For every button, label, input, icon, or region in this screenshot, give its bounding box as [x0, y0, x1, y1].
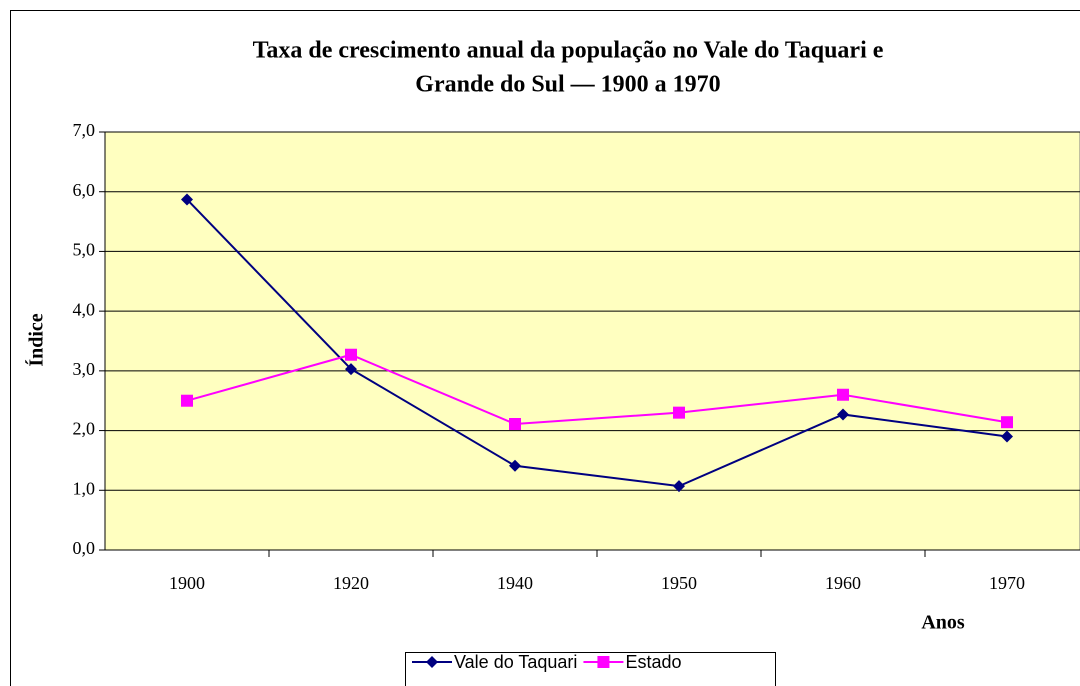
y-tick-label: 6,0	[73, 180, 96, 200]
y-tick-label: 1,0	[73, 478, 96, 498]
legend-label: Vale do Taquari	[454, 652, 577, 672]
y-tick-label: 4,0	[73, 299, 96, 319]
plot-area: 0,0 1,0 2,0 3,0 4,0 5,0 6,0 7,0 1900 1920 1940 1950…	[73, 120, 1080, 593]
x-tick-label: 1900	[169, 573, 205, 593]
chart-title: Taxa de crescimento anual da população n…	[253, 38, 884, 64]
marker	[345, 363, 357, 376]
x-tick-label: 1960	[825, 573, 861, 593]
x-axis-title: Anos	[921, 612, 965, 634]
marker	[181, 193, 193, 206]
marker	[345, 348, 357, 361]
series-line	[186, 353, 1008, 426]
x-tick-label: 1940	[497, 573, 533, 593]
marker	[837, 408, 849, 421]
y-tick-label: 3,0	[73, 359, 96, 379]
marker	[509, 418, 521, 431]
y-tick-label: 0,0	[73, 538, 96, 558]
x-tick-label: 1970	[989, 573, 1025, 593]
marker	[837, 388, 849, 401]
marker	[597, 656, 610, 668]
y-tick-label: 2,0	[73, 419, 96, 439]
chart-title: Grande do Sul — 1900 a 1970	[415, 72, 720, 98]
y-tick-label: 7,0	[73, 120, 96, 140]
plot-background	[104, 131, 1080, 551]
x-tick-label: 1950	[661, 573, 697, 593]
legend-label: Estado	[625, 652, 681, 672]
marker	[673, 480, 685, 493]
marker	[1001, 416, 1013, 429]
legend-box	[405, 652, 776, 686]
y-tick-label: 5,0	[73, 240, 96, 260]
marker	[426, 656, 438, 668]
series-line	[186, 198, 1008, 488]
legend: Vale do Taquari Estado	[405, 652, 776, 686]
marker	[673, 406, 685, 419]
marker	[181, 394, 193, 407]
x-tick-label: 1920	[333, 573, 369, 593]
marker	[509, 459, 521, 472]
marker	[1001, 430, 1013, 443]
y-axis-title: Índice	[25, 313, 48, 366]
